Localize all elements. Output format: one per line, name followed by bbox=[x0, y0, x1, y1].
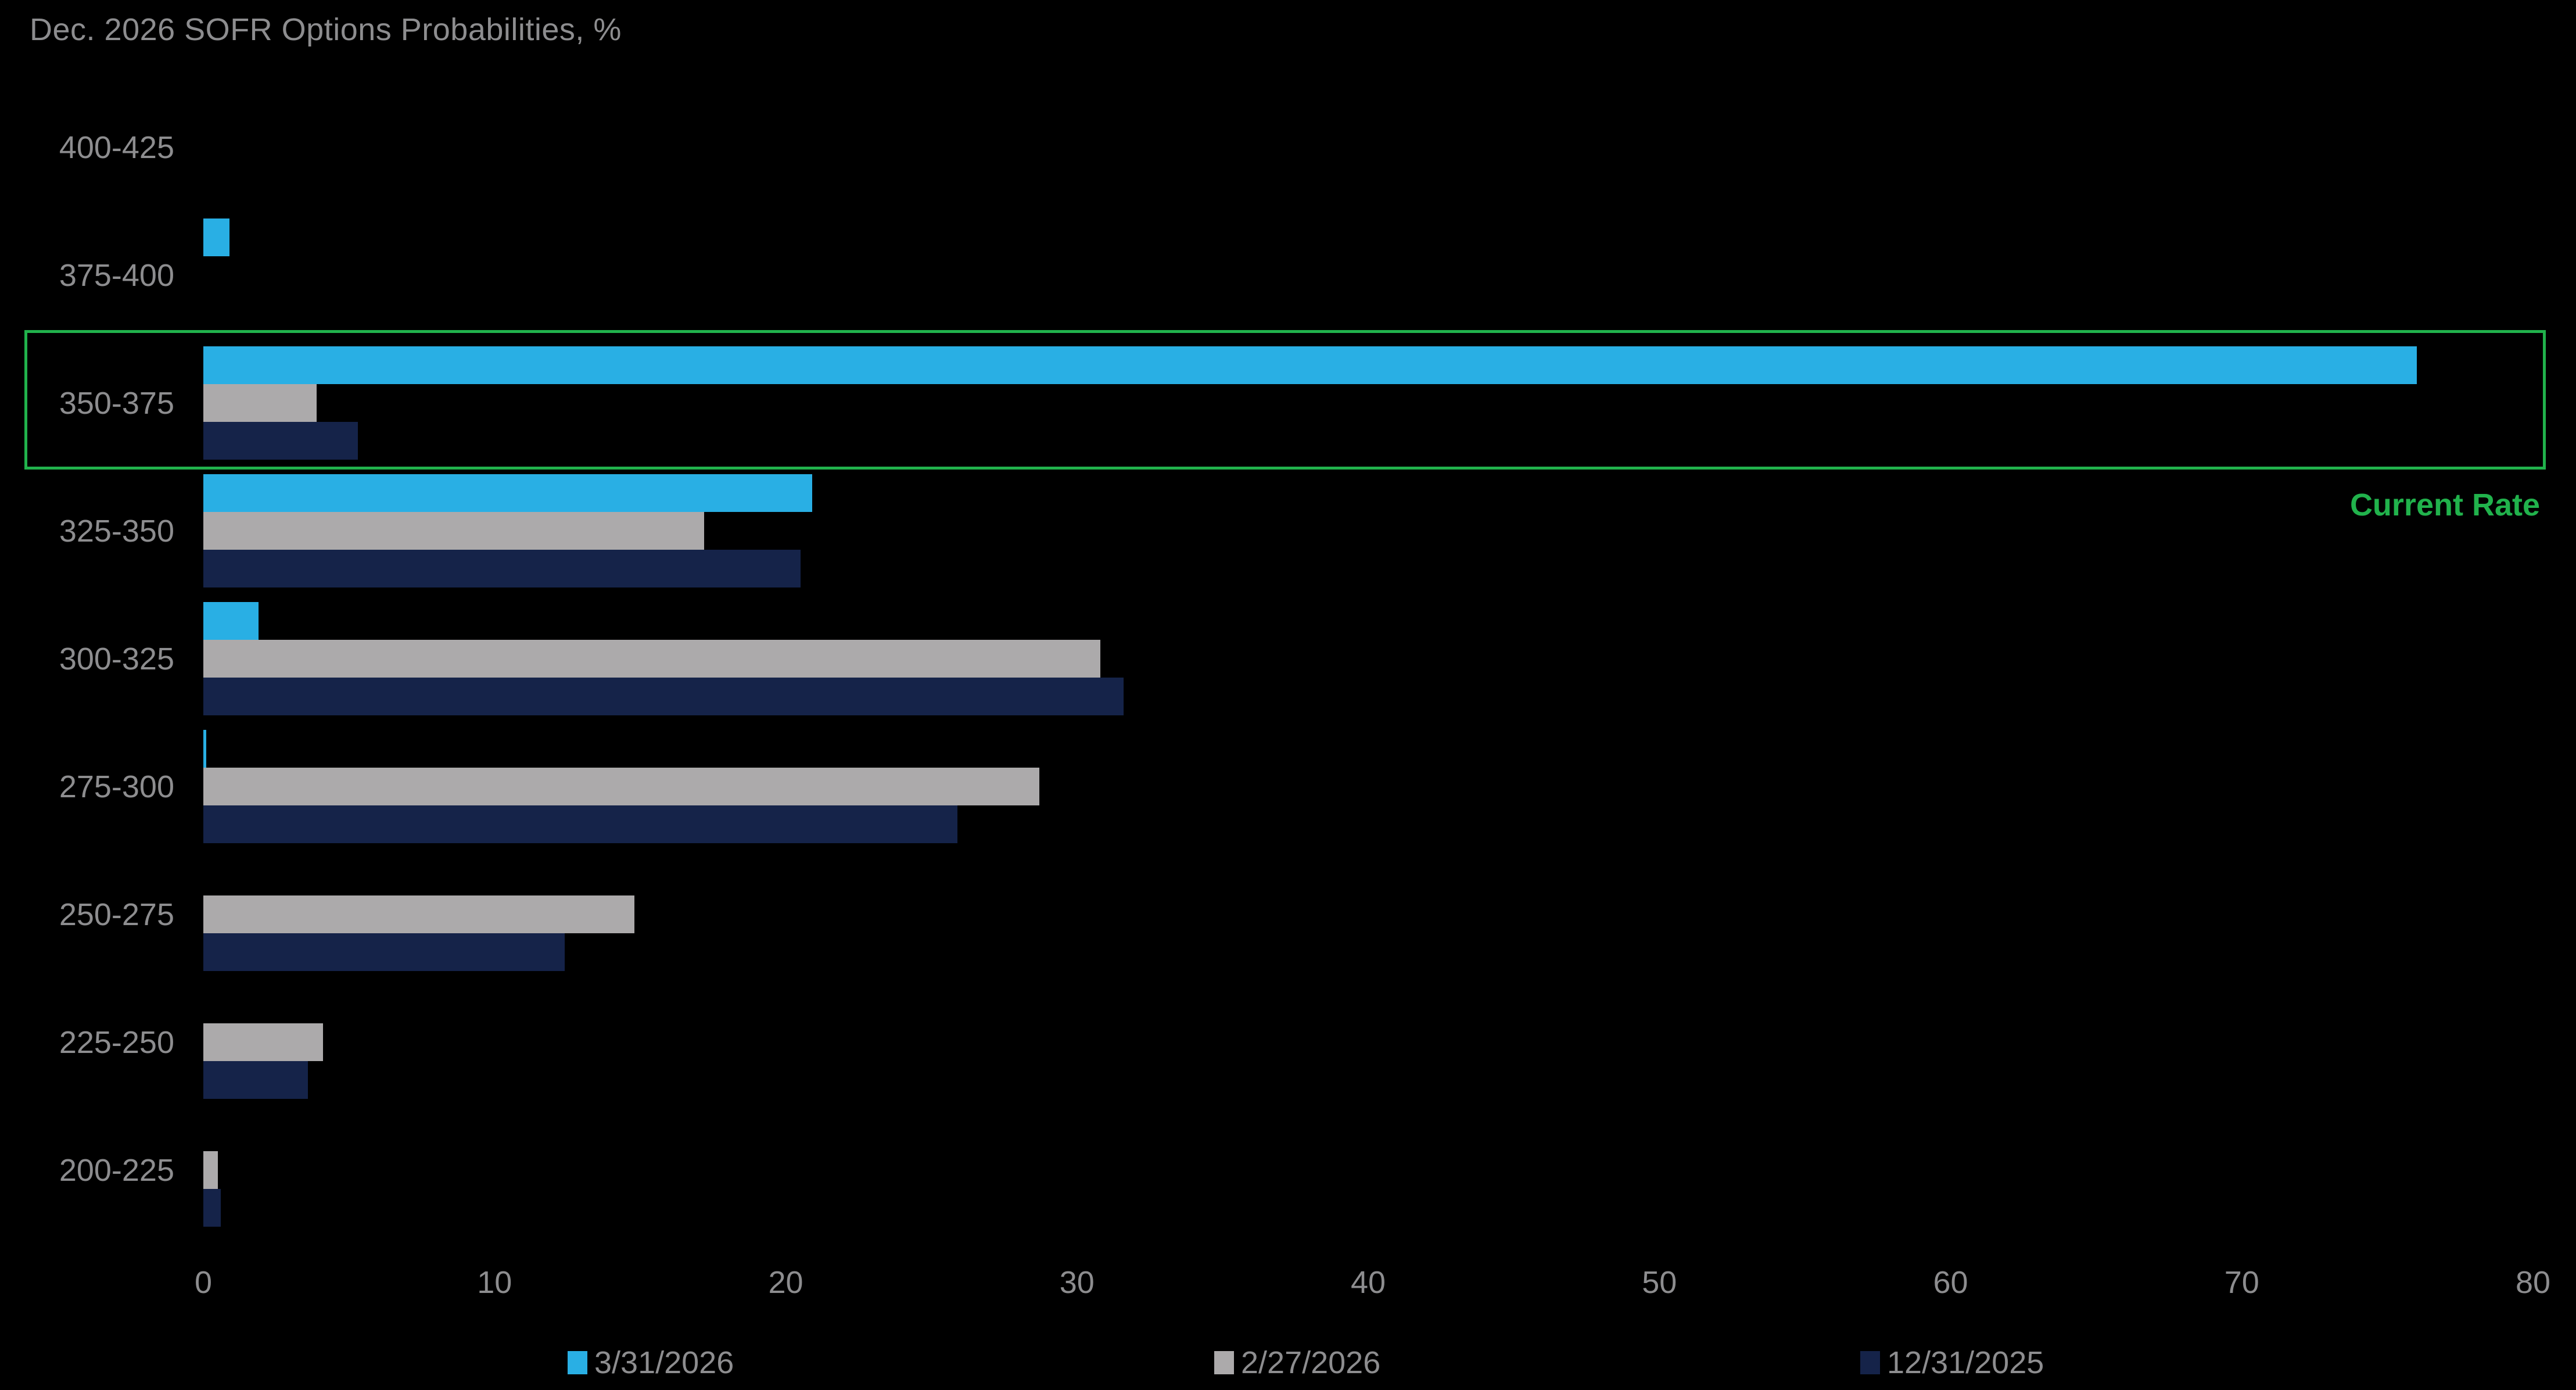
bar-12-31-2025-325-350 bbox=[203, 550, 801, 587]
bar-12-31-2025-250-275 bbox=[203, 933, 565, 971]
category-label: 400-425 bbox=[59, 130, 174, 165]
category-label: 375-400 bbox=[59, 258, 174, 293]
x-tick-label: 10 bbox=[477, 1265, 512, 1300]
bar-2-27-2026-300-325 bbox=[203, 640, 1100, 678]
legend-item-12-31-2025: 12/31/2025 bbox=[1860, 1342, 2044, 1383]
current-rate-label: Current Rate bbox=[2349, 488, 2540, 522]
legend-label: 3/31/2026 bbox=[594, 1345, 734, 1380]
category-label: 250-275 bbox=[59, 897, 174, 932]
chart-title: Dec. 2026 SOFR Options Probabilities, % bbox=[30, 12, 622, 47]
bar-2-27-2026-250-275 bbox=[203, 895, 634, 933]
bar-3-31-2026-350-375 bbox=[203, 346, 2417, 384]
x-tick-label: 40 bbox=[1350, 1265, 1386, 1300]
current-rate-highlight-box bbox=[24, 330, 2546, 470]
bar-2-27-2026-225-250 bbox=[203, 1023, 323, 1061]
bar-12-31-2025-200-225 bbox=[203, 1189, 221, 1227]
legend-label: 2/27/2026 bbox=[1241, 1345, 1381, 1380]
x-tick-label: 50 bbox=[1642, 1265, 1677, 1300]
bar-12-31-2025-300-325 bbox=[203, 678, 1124, 715]
bar-2-27-2026-350-375 bbox=[203, 384, 317, 422]
bar-2-27-2026-275-300 bbox=[203, 768, 1039, 805]
bar-3-31-2026-325-350 bbox=[203, 474, 812, 512]
x-tick-label: 20 bbox=[768, 1265, 803, 1300]
bar-12-31-2025-275-300 bbox=[203, 805, 957, 843]
category-label: 200-225 bbox=[59, 1153, 174, 1188]
category-label: 275-300 bbox=[59, 769, 174, 804]
legend-item-3-31-2026: 3/31/2026 bbox=[568, 1342, 734, 1383]
bar-12-31-2025-225-250 bbox=[203, 1061, 308, 1099]
legend-swatch-icon bbox=[568, 1351, 587, 1374]
x-tick-label: 0 bbox=[194, 1265, 213, 1300]
category-label: 350-375 bbox=[59, 386, 174, 421]
bar-2-27-2026-200-225 bbox=[203, 1151, 218, 1189]
category-label: 225-250 bbox=[59, 1025, 174, 1060]
x-tick-label: 30 bbox=[1059, 1265, 1095, 1300]
x-tick-label: 70 bbox=[2224, 1265, 2259, 1300]
bar-3-31-2026-300-325 bbox=[203, 602, 259, 640]
legend-item-2-27-2026: 2/27/2026 bbox=[1214, 1342, 1380, 1383]
legend-swatch-icon bbox=[1860, 1351, 1880, 1374]
x-tick-label: 80 bbox=[2515, 1265, 2551, 1300]
bar-3-31-2026-275-300 bbox=[203, 730, 206, 768]
legend-label: 12/31/2025 bbox=[1887, 1345, 2044, 1380]
bar-2-27-2026-325-350 bbox=[203, 512, 704, 550]
category-label: 325-350 bbox=[59, 514, 174, 549]
bar-3-31-2026-375-400 bbox=[203, 218, 229, 256]
bar-12-31-2025-350-375 bbox=[203, 422, 358, 460]
legend-swatch-icon bbox=[1214, 1351, 1234, 1374]
category-label: 300-325 bbox=[59, 642, 174, 676]
x-tick-label: 60 bbox=[1933, 1265, 1968, 1300]
